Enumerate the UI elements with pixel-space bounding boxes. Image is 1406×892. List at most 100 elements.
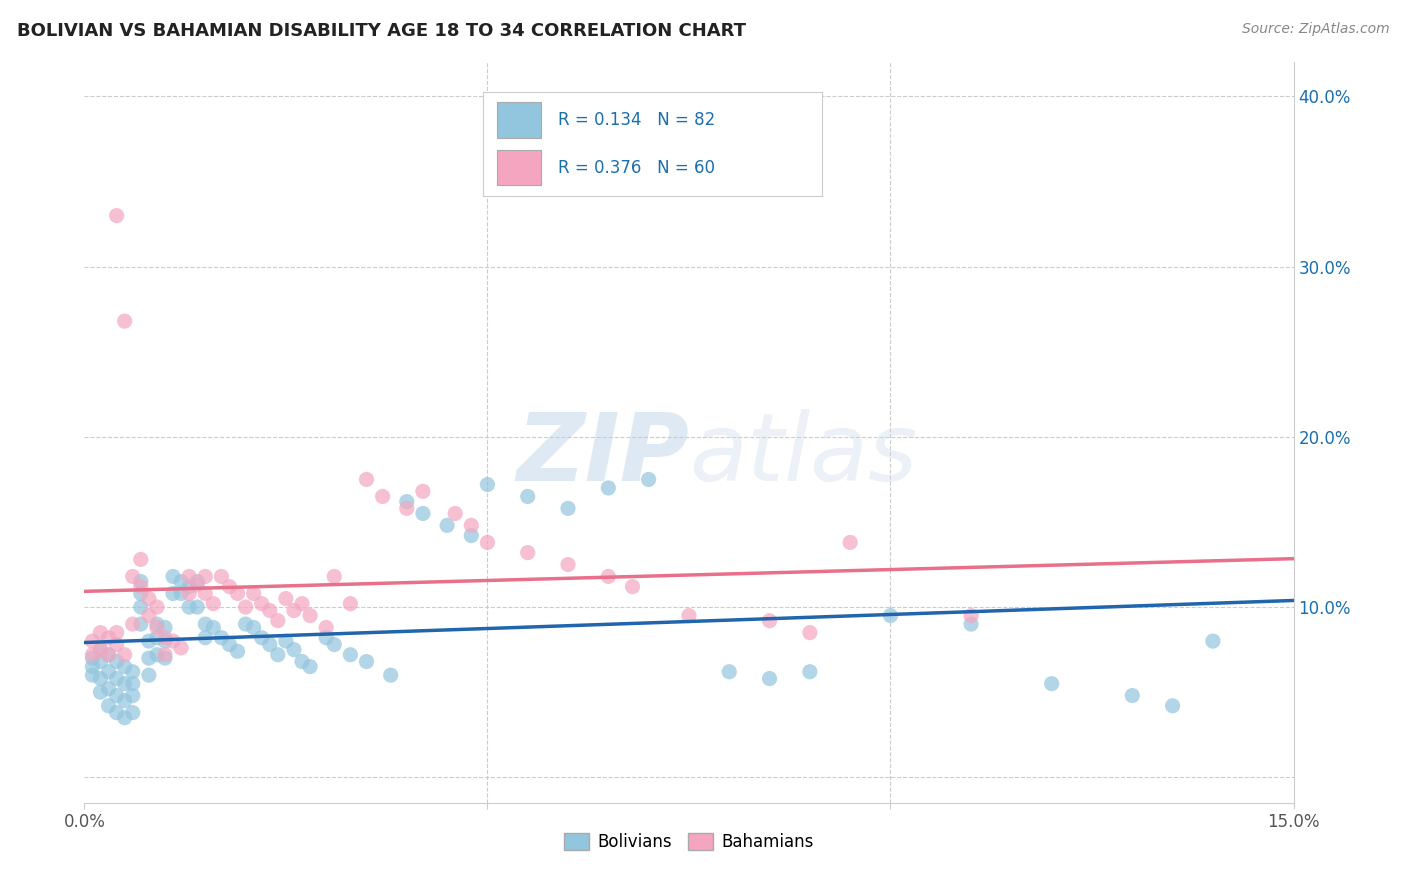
Point: [121, 706, 143, 720]
Text: BOLIVIAN VS BAHAMIAN DISABILITY AGE 18 TO 34 CORRELATION CHART: BOLIVIAN VS BAHAMIAN DISABILITY AGE 18 T…: [17, 22, 745, 40]
Point: [323, 638, 346, 652]
Point: [194, 617, 217, 632]
Point: [267, 648, 290, 662]
Point: [121, 665, 143, 679]
Legend: Bolivians, Bahamians: Bolivians, Bahamians: [557, 826, 821, 857]
Point: [89, 655, 111, 669]
Point: [242, 620, 264, 634]
Point: [186, 574, 208, 589]
Point: [960, 617, 983, 632]
Text: Source: ZipAtlas.com: Source: ZipAtlas.com: [1241, 22, 1389, 37]
Point: [138, 668, 160, 682]
Point: [202, 620, 225, 634]
Point: [283, 603, 305, 617]
Point: [146, 620, 169, 634]
Point: [235, 617, 257, 632]
Point: [129, 580, 152, 594]
Point: [557, 501, 579, 516]
Point: [799, 665, 821, 679]
Point: [129, 586, 152, 600]
Point: [274, 591, 297, 606]
Point: [162, 586, 184, 600]
Point: [339, 597, 361, 611]
Point: [194, 631, 217, 645]
Point: [371, 490, 394, 504]
Point: [97, 631, 120, 645]
Point: [299, 659, 322, 673]
Point: [557, 558, 579, 572]
Point: [114, 648, 136, 662]
Point: [226, 586, 249, 600]
Point: [138, 651, 160, 665]
Point: [274, 634, 297, 648]
Point: [153, 634, 176, 648]
Point: [82, 668, 104, 682]
Point: [153, 651, 176, 665]
Point: [105, 655, 128, 669]
Point: [637, 472, 659, 486]
Point: [179, 600, 201, 615]
Point: [315, 631, 337, 645]
Point: [436, 518, 458, 533]
Text: ZIP: ZIP: [516, 409, 689, 500]
Point: [170, 586, 193, 600]
Point: [146, 617, 169, 632]
Point: [339, 648, 361, 662]
Point: [598, 569, 620, 583]
Point: [146, 631, 169, 645]
Point: [444, 507, 467, 521]
Point: [138, 634, 160, 648]
Point: [153, 631, 176, 645]
Point: [259, 603, 281, 617]
Point: [121, 676, 143, 690]
Point: [179, 580, 201, 594]
Point: [412, 484, 434, 499]
Point: [105, 689, 128, 703]
Point: [170, 640, 193, 655]
Point: [202, 597, 225, 611]
Point: [209, 569, 232, 583]
Point: [105, 672, 128, 686]
Point: [395, 494, 418, 508]
Point: [1040, 676, 1063, 690]
Point: [879, 608, 901, 623]
Point: [395, 501, 418, 516]
Point: [758, 614, 780, 628]
Text: atlas: atlas: [689, 409, 917, 500]
Point: [179, 569, 201, 583]
Point: [162, 634, 184, 648]
Point: [1161, 698, 1184, 713]
Point: [598, 481, 620, 495]
Point: [121, 689, 143, 703]
Point: [960, 608, 983, 623]
Point: [477, 535, 499, 549]
Point: [209, 631, 232, 645]
Point: [114, 314, 136, 328]
Point: [97, 648, 120, 662]
Point: [516, 490, 538, 504]
Point: [291, 655, 314, 669]
Point: [621, 580, 644, 594]
Point: [162, 569, 184, 583]
Point: [718, 665, 741, 679]
Point: [460, 528, 482, 542]
Point: [97, 648, 120, 662]
Point: [315, 620, 337, 634]
Point: [97, 665, 120, 679]
Point: [114, 676, 136, 690]
Point: [97, 681, 120, 696]
Point: [194, 569, 217, 583]
Point: [146, 648, 169, 662]
Point: [105, 638, 128, 652]
Point: [97, 698, 120, 713]
Point: [516, 546, 538, 560]
Point: [89, 685, 111, 699]
Point: [146, 600, 169, 615]
Point: [218, 580, 240, 594]
Point: [89, 625, 111, 640]
Point: [799, 625, 821, 640]
Point: [138, 591, 160, 606]
Point: [138, 608, 160, 623]
Point: [235, 600, 257, 615]
Point: [356, 655, 378, 669]
